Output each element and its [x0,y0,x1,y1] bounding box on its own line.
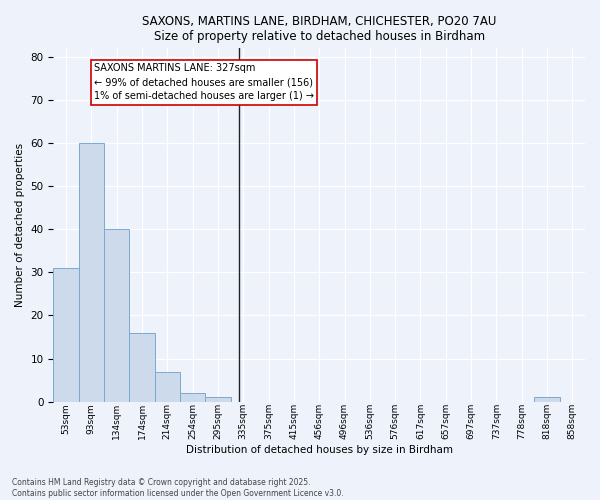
Text: Contains HM Land Registry data © Crown copyright and database right 2025.
Contai: Contains HM Land Registry data © Crown c… [12,478,344,498]
Bar [79,143,104,402]
Bar [180,393,205,402]
Bar [155,372,180,402]
Bar [535,398,560,402]
Bar [104,230,130,402]
Text: SAXONS MARTINS LANE: 327sqm
← 99% of detached houses are smaller (156)
1% of sem: SAXONS MARTINS LANE: 327sqm ← 99% of det… [94,64,314,102]
Bar [130,332,155,402]
Bar [205,398,230,402]
Title: SAXONS, MARTINS LANE, BIRDHAM, CHICHESTER, PO20 7AU
Size of property relative to: SAXONS, MARTINS LANE, BIRDHAM, CHICHESTE… [142,15,496,43]
X-axis label: Distribution of detached houses by size in Birdham: Distribution of detached houses by size … [186,445,453,455]
Bar [53,268,79,402]
Y-axis label: Number of detached properties: Number of detached properties [15,143,25,307]
